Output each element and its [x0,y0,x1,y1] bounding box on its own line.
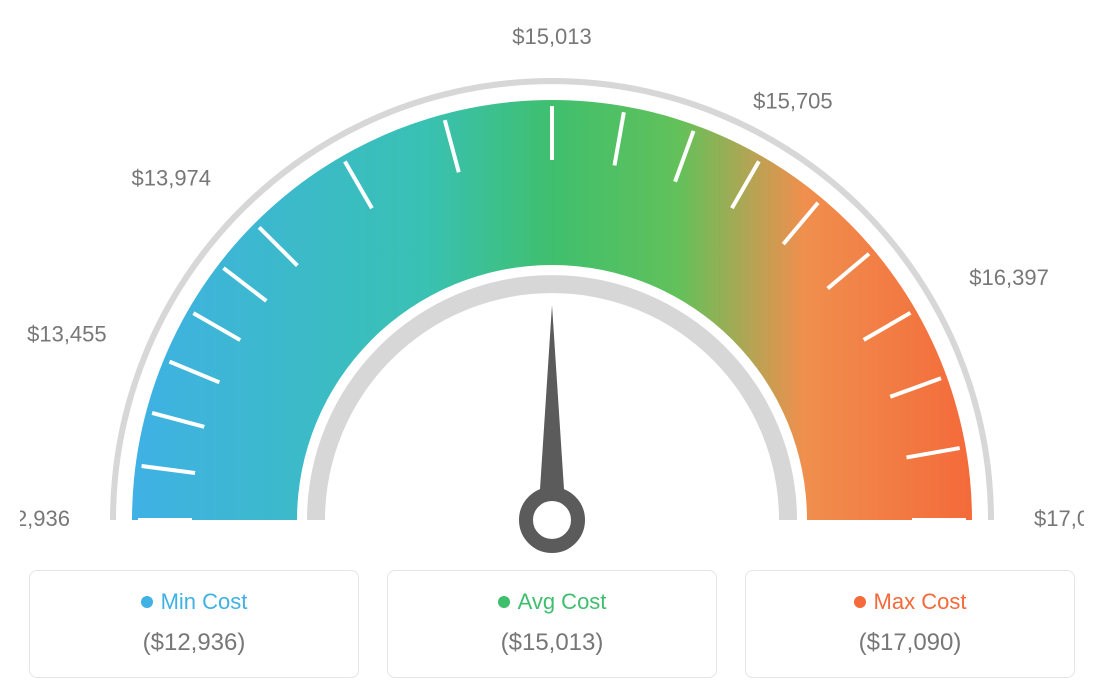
legend-row: Min Cost ($12,936) Avg Cost ($15,013) Ma… [29,570,1075,678]
tick-label: $15,013 [512,24,592,49]
tick-label: $12,936 [20,506,70,531]
gauge-svg: $12,936 $13,455 $13,974 $15,013 $15,705 $16,3… [20,20,1084,560]
legend-card-min: Min Cost ($12,936) [29,570,359,678]
dot-icon [854,596,866,608]
legend-value: ($17,090) [756,629,1064,657]
legend-value: ($12,936) [40,629,348,657]
legend-label: Avg Cost [518,589,607,615]
legend-value: ($15,013) [398,629,706,657]
dot-icon [498,596,510,608]
tick-label: $16,397 [969,265,1049,290]
tick-label: $13,974 [132,165,212,190]
cost-gauge: $12,936 $13,455 $13,974 $15,013 $15,705 $16,3… [20,20,1084,560]
legend-label: Min Cost [161,589,248,615]
tick-label: $13,455 [27,322,107,347]
legend-card-max: Max Cost ($17,090) [745,570,1075,678]
dot-icon [141,596,153,608]
tick-label: $15,705 [753,89,833,114]
legend-label: Max Cost [874,589,967,615]
needle-hub [526,494,578,546]
legend-card-avg: Avg Cost ($15,013) [387,570,717,678]
tick-label: $17,090 [1034,506,1084,531]
